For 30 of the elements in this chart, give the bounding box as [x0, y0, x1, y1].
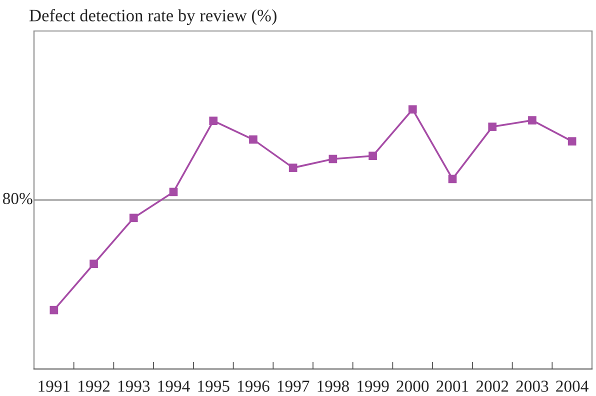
x-tick-label: 1994 [158, 380, 190, 392]
chart-title: Defect detection rate by review (%) [30, 9, 276, 25]
point [568, 137, 576, 146]
point [328, 154, 338, 164]
point [368, 152, 377, 160]
x-tick-label: 1995 [198, 380, 230, 392]
point [448, 174, 457, 184]
x-tick-label: 1991 [38, 380, 70, 392]
point [50, 306, 58, 314]
point [169, 188, 178, 196]
point [249, 135, 258, 144]
text: 80% [2, 192, 32, 204]
point [209, 116, 218, 125]
x-tick-label: 1993 [118, 380, 150, 392]
point [129, 214, 138, 222]
point [408, 105, 417, 114]
point [288, 164, 298, 172]
point [90, 260, 98, 268]
point [488, 122, 497, 131]
x-tick-label: 1996 [238, 380, 270, 392]
x-tick-label: 2001 [436, 380, 468, 392]
x-tick-label: 1998 [318, 380, 349, 392]
x-tick-label: 1999 [358, 380, 389, 392]
point [528, 116, 536, 124]
x-tick-label: 1997 [278, 380, 310, 392]
x-tick-label: 2002 [476, 380, 508, 392]
x-tick-label: 2003 [516, 380, 548, 392]
x-tick-label: 2000 [396, 380, 429, 392]
x-tick-label: 2004 [556, 380, 588, 392]
x-tick-label: 1992 [78, 380, 110, 392]
